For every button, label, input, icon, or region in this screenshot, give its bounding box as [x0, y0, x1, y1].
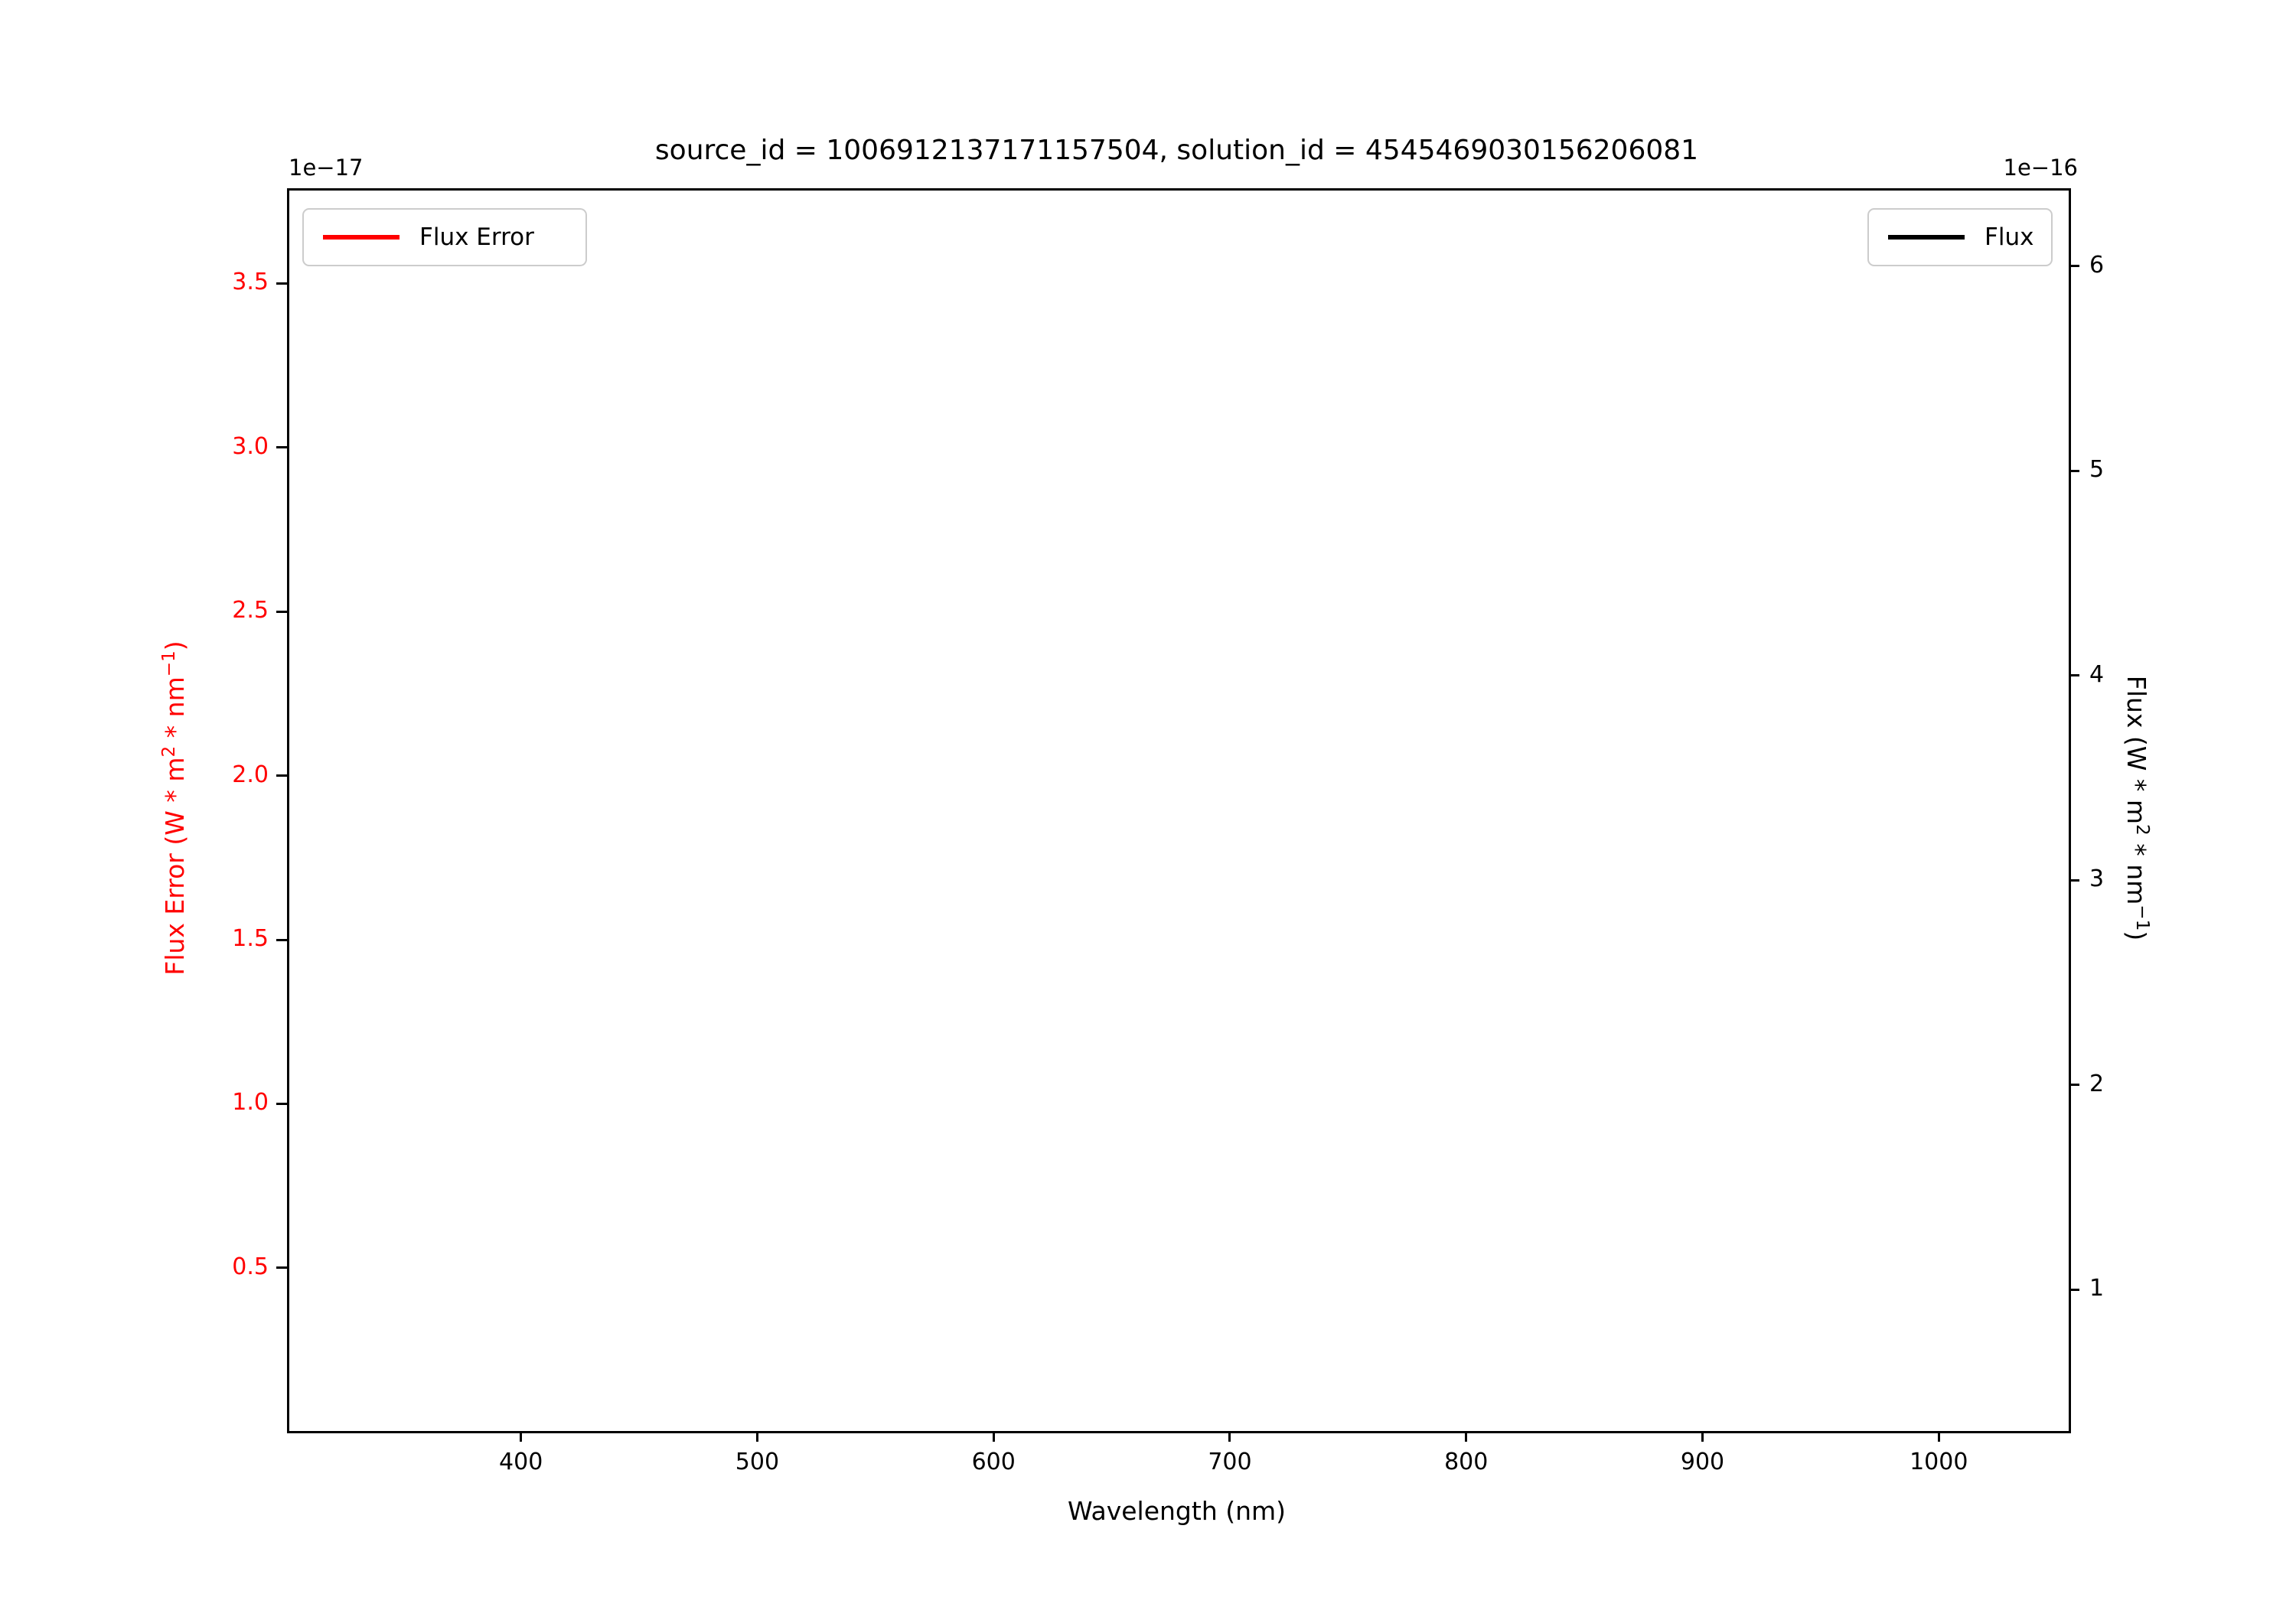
- left-y-tick-label: 0.5: [232, 1253, 269, 1280]
- x-tick-mark: [1228, 1431, 1231, 1442]
- plot-area: [287, 188, 2071, 1433]
- right-y-tick-mark: [2069, 265, 2079, 268]
- right-y-tick-mark: [2069, 469, 2079, 472]
- left-y-tick-mark: [276, 282, 287, 285]
- right-y-tick-label: 6: [2089, 251, 2105, 279]
- left-y-tick-label: 1.0: [232, 1089, 269, 1116]
- left-y-tick-mark: [276, 446, 287, 449]
- x-tick-label: 1000: [1910, 1449, 1968, 1475]
- right-y-tick-label: 2: [2089, 1070, 2105, 1097]
- right-y-tick-mark: [2069, 1288, 2079, 1291]
- right-y-tick-mark: [2069, 878, 2079, 882]
- x-tick-label: 400: [499, 1449, 543, 1475]
- right-y-tick-mark: [2069, 674, 2079, 677]
- flux-error-legend-line-icon: [323, 235, 400, 240]
- flux-legend-label: Flux: [1985, 223, 2034, 251]
- left-y-tick-label: 2.5: [232, 597, 269, 624]
- right-y-tick-label: 3: [2089, 865, 2105, 893]
- legend-flux: Flux: [1867, 208, 2053, 266]
- x-tick-mark: [992, 1431, 995, 1442]
- flux-error-legend-label: Flux Error: [419, 223, 534, 251]
- x-tick-mark: [755, 1431, 758, 1442]
- left-y-tick-mark: [276, 938, 287, 941]
- left-y-tick-mark: [276, 1102, 287, 1105]
- right-y-tick-mark: [2069, 1084, 2079, 1087]
- right-y-tick-label: 4: [2089, 660, 2105, 688]
- right-axis-title-text: Flux (W * m2 * nm−1): [2122, 675, 2152, 941]
- left-y-tick-label: 3.0: [232, 432, 269, 460]
- x-tick-mark: [520, 1431, 523, 1442]
- left-y-tick-mark: [276, 1266, 287, 1270]
- left-y-tick-mark: [276, 610, 287, 613]
- right-y-tick-label: 1: [2089, 1275, 2105, 1302]
- left-axis-title-text: Flux Error (W * m2 * nm−1): [159, 641, 190, 976]
- left-y-tick-mark: [276, 774, 287, 777]
- x-tick-label: 800: [1444, 1449, 1489, 1475]
- x-axis-title: Wavelength (nm): [1067, 1496, 1287, 1526]
- left-y-tick-label: 1.5: [232, 925, 269, 953]
- right-axis-scale-offset-wrap: 1e−16: [1963, 155, 2079, 181]
- x-tick-label: 600: [971, 1449, 1016, 1475]
- left-y-tick-label: 3.5: [232, 269, 269, 296]
- left-y-tick-label: 2.0: [232, 761, 269, 788]
- right-axis-scale-offset: 1e−16: [2003, 155, 2079, 181]
- x-tick-mark: [1701, 1431, 1704, 1442]
- x-tick-mark: [1937, 1431, 1940, 1442]
- x-tick-label: 700: [1208, 1449, 1252, 1475]
- right-y-tick-label: 5: [2089, 456, 2105, 484]
- left-axis-scale-offset: 1e−17: [289, 155, 364, 181]
- chart-title: source_id = 1006912137171157504, solutio…: [654, 135, 1699, 166]
- flux-legend-line-icon: [1888, 235, 1965, 240]
- x-tick-label: 900: [1680, 1449, 1725, 1475]
- x-tick-mark: [1465, 1431, 1468, 1442]
- legend-flux-error: Flux Error: [302, 208, 587, 266]
- x-tick-label: 500: [735, 1449, 780, 1475]
